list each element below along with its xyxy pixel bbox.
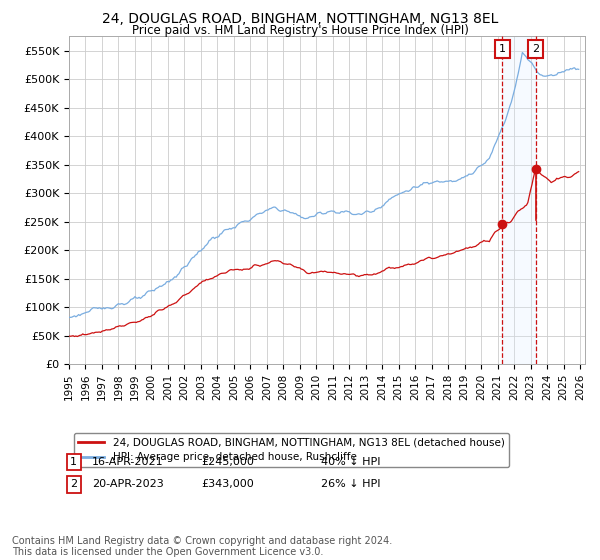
Text: 20-APR-2023: 20-APR-2023 [92,479,164,489]
Text: 2: 2 [532,44,539,54]
Legend: 24, DOUGLAS ROAD, BINGHAM, NOTTINGHAM, NG13 8EL (detached house), HPI: Average p: 24, DOUGLAS ROAD, BINGHAM, NOTTINGHAM, N… [74,433,509,466]
Text: Contains HM Land Registry data © Crown copyright and database right 2024.
This d: Contains HM Land Registry data © Crown c… [12,535,392,557]
Text: 1: 1 [499,44,506,54]
Text: 26% ↓ HPI: 26% ↓ HPI [321,479,380,489]
Text: 40% ↓ HPI: 40% ↓ HPI [321,457,380,467]
Bar [502,36,536,364]
Text: £245,000: £245,000 [201,457,254,467]
Text: £343,000: £343,000 [201,479,254,489]
Text: 16-APR-2021: 16-APR-2021 [92,457,163,467]
Text: 1: 1 [70,457,77,467]
Text: Price paid vs. HM Land Registry's House Price Index (HPI): Price paid vs. HM Land Registry's House … [131,24,469,36]
Text: 24, DOUGLAS ROAD, BINGHAM, NOTTINGHAM, NG13 8EL: 24, DOUGLAS ROAD, BINGHAM, NOTTINGHAM, N… [102,12,498,26]
Text: 2: 2 [70,479,77,489]
